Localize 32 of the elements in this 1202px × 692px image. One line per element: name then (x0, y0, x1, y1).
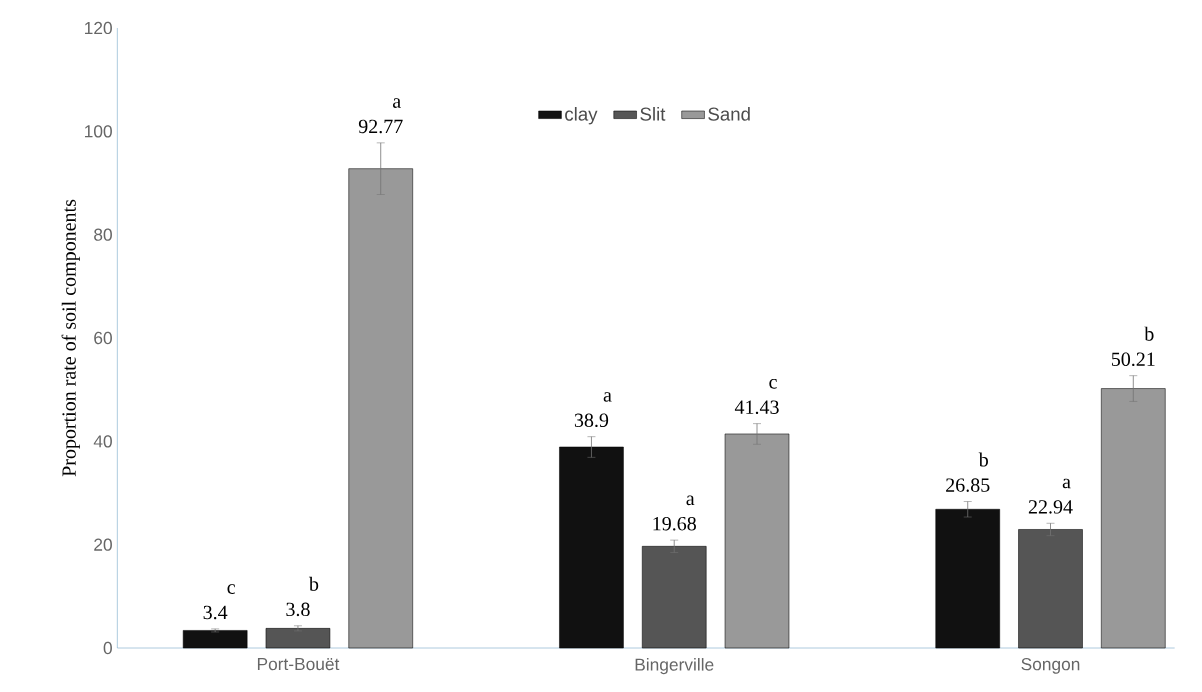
data-label: 3.8 (286, 602, 310, 617)
legend-label: Slit (640, 107, 666, 121)
data-label: 50.21 (1111, 352, 1155, 367)
annotation: a (603, 392, 612, 402)
data-label: 38.9 (574, 413, 609, 428)
x-tick-label: Songon (1021, 658, 1080, 674)
y-tick-label: 80 (94, 228, 112, 241)
annotation: b (1144, 326, 1154, 341)
data-label: 41.43 (734, 400, 779, 415)
annotation: c (227, 584, 235, 594)
legend-label: Sand (708, 107, 750, 121)
x-tick-label: Port-Bouët (257, 658, 340, 671)
y-tick-label: 20 (94, 538, 112, 551)
data-label: 26.85 (946, 478, 990, 492)
y-tick-label: 40 (93, 435, 112, 448)
legend-label: clay (565, 107, 598, 125)
annotation: c (769, 379, 777, 389)
y-tick-label: 120 (85, 21, 112, 35)
annotation: b (308, 576, 319, 591)
annotation: a (1062, 478, 1071, 489)
data-label: 3.4 (203, 605, 228, 620)
y-tick-label: 100 (85, 125, 112, 138)
data-label: 22.94 (1028, 500, 1073, 514)
data-label: 19.68 (653, 516, 696, 531)
y-tick-label: 0 (103, 641, 112, 655)
data-label: 92.77 (358, 119, 403, 134)
x-tick-label: Bingerville (635, 658, 714, 675)
annotation: a (393, 98, 401, 108)
y-tick-label: 60 (94, 331, 112, 345)
annotation: b (978, 452, 988, 467)
annotation: a (686, 495, 695, 506)
y-axis-title: Proportion rate of soil components (61, 199, 80, 477)
